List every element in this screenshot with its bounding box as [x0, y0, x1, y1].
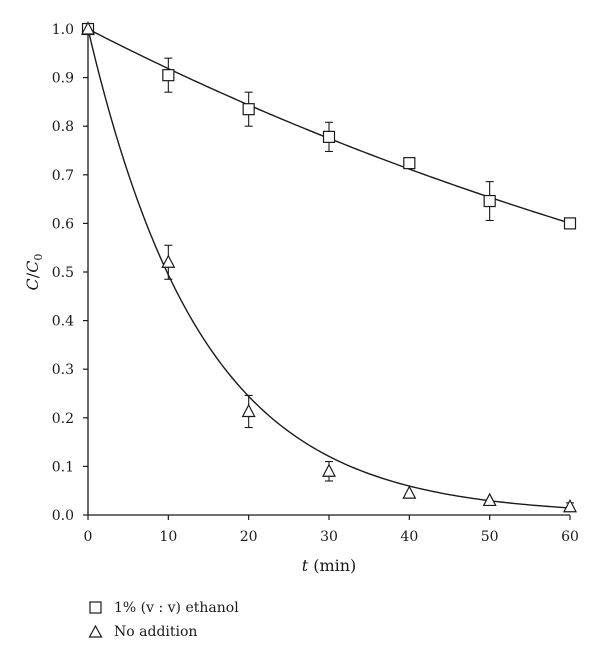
x-tick-label: 50: [481, 529, 499, 545]
data-point: [241, 403, 256, 418]
y-tick-label: 0.5: [52, 265, 74, 281]
data-point: [482, 492, 497, 507]
x-axis: 0 10 20 30 40 50 60: [84, 514, 579, 545]
y-axis-label-sub: 0: [32, 254, 45, 261]
data-point: [161, 254, 176, 268]
x-axis-label-unit: (min): [308, 556, 356, 575]
y-tick-label: 0.7: [52, 168, 74, 184]
y-axis-label-a: C: [23, 278, 42, 290]
y-tick-label: 0.9: [52, 71, 74, 87]
y-tick-label: 0.8: [52, 119, 74, 135]
y-tick-label: 0.6: [52, 216, 74, 232]
y-axis-label: C/C0: [23, 254, 45, 291]
data-point: [162, 69, 175, 82]
x-axis-label-var: t: [302, 556, 309, 575]
plot-area: [81, 21, 577, 513]
data-point: [322, 130, 336, 143]
y-tick-label: 0.3: [52, 362, 74, 378]
data-point: [483, 194, 496, 208]
y-axis-label-slash: /: [23, 272, 42, 278]
data-point: [402, 485, 417, 499]
legend-item-ethanol: 1% (v : v) ethanol: [84, 596, 239, 620]
legend-label-no-addition: No addition: [114, 624, 198, 640]
data-point: [403, 157, 416, 170]
y-axis: 0.0 0.1 0.2 0.3 0.4 0.5 0.6 0.7 0.8 0.9 1.0: [52, 22, 89, 524]
x-tick-label: 60: [561, 529, 579, 545]
legend-item-no-addition: No addition: [84, 620, 239, 644]
legend: 1% (v : v) ethanol No addition: [84, 596, 239, 644]
y-tick-label: 1.0: [52, 22, 74, 38]
data-point: [322, 463, 336, 477]
triangle-marker-icon: [88, 624, 103, 638]
y-tick-label: 0.0: [52, 508, 74, 524]
x-tick-label: 10: [159, 529, 177, 545]
data-point: [81, 21, 95, 35]
series-ethanol: [81, 22, 577, 230]
x-axis-label: t (min): [302, 556, 357, 575]
y-axis-label-b: C: [23, 261, 42, 273]
x-tick-label: 20: [240, 529, 258, 545]
data-point: [563, 498, 577, 513]
x-tick-label: 30: [320, 529, 338, 545]
fit-curve: [87, 28, 571, 509]
x-tick-label: 0: [84, 529, 93, 545]
legend-label-ethanol: 1% (v : v) ethanol: [114, 600, 239, 616]
data-point: [242, 103, 255, 116]
data-point: [563, 217, 577, 230]
y-tick-label: 0.4: [52, 314, 74, 330]
series-no-addition: [81, 21, 577, 513]
chart: 0 10 20 30 40 50 60 0.00.10.20.30.40.50.60.70.…: [23, 21, 579, 575]
y-tick-label: 0.1: [52, 459, 74, 475]
y-tick-label: 0.2: [52, 411, 74, 427]
x-tick-label: 40: [400, 529, 418, 545]
square-marker-icon: [89, 601, 102, 614]
